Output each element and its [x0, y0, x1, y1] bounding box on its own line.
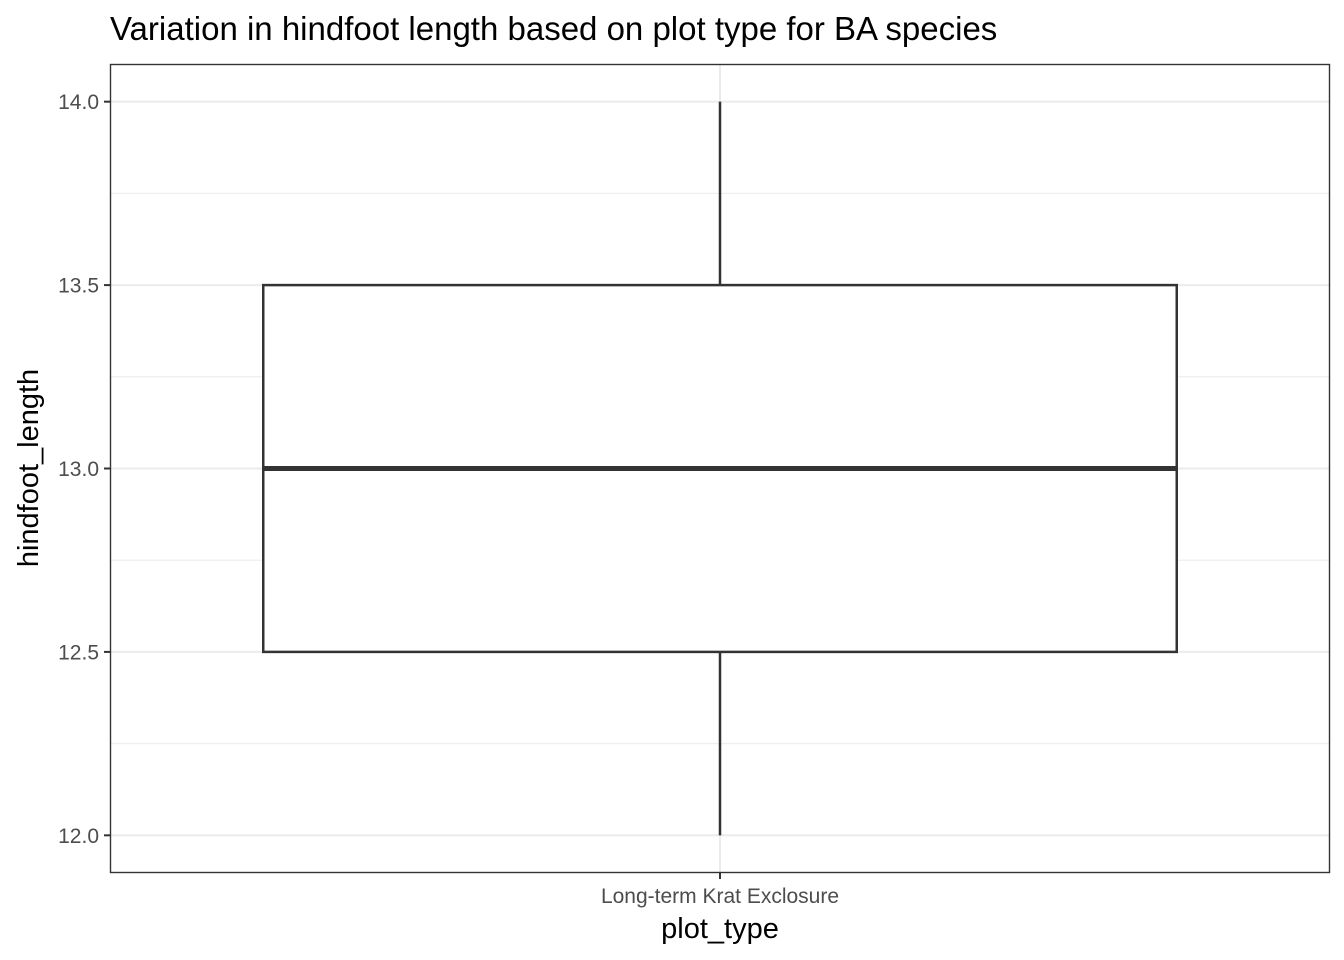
y-axis-title: hindfoot_length	[13, 369, 45, 567]
x-tick-label: Long-term Krat Exclosure	[601, 885, 839, 908]
chart-title: Variation in hindfoot length based on pl…	[110, 10, 997, 47]
y-tick-label: 13.5	[58, 275, 99, 298]
y-tick-label: 13.0	[58, 458, 99, 481]
y-tick-label: 14.0	[58, 91, 99, 114]
y-tick-label: 12.5	[58, 641, 99, 664]
y-axis: 12.0 12.5 13.0 13.5 14.0	[58, 91, 111, 848]
y-tick-label: 12.0	[58, 825, 99, 848]
boxplot-group	[262, 101, 1178, 836]
x-axis: Long-term Krat Exclosure	[601, 872, 839, 908]
plot-layer	[262, 101, 1178, 836]
x-axis-title: plot_type	[661, 913, 779, 945]
